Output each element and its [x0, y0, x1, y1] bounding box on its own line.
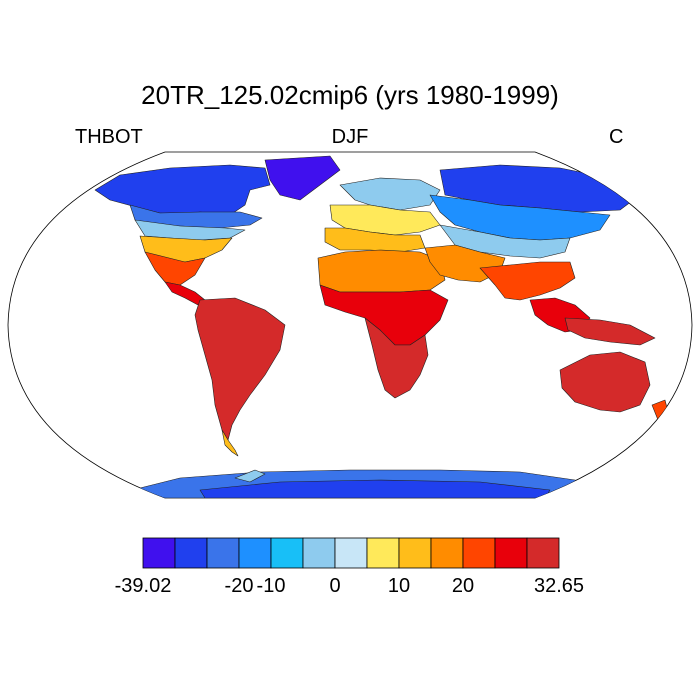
colorbar-swatch — [526, 537, 560, 569]
colorbar-swatch — [238, 537, 272, 569]
colorbar-swatch — [302, 537, 336, 569]
land-south-america — [194, 297, 286, 441]
colorbar-swatch — [142, 537, 176, 569]
land-indonesia — [564, 317, 656, 346]
land-antarctica-coast — [234, 469, 266, 483]
land-north-america-south — [144, 251, 206, 286]
land-antarctica-interior — [199, 479, 551, 498]
land-australia — [559, 351, 651, 413]
variable-label: THBOT — [75, 126, 143, 148]
colorbar-tick-label: 32.65 — [534, 575, 584, 597]
colorbar-swatch — [270, 537, 304, 569]
colorbar-tick-label: -20 — [225, 575, 254, 597]
colorbar-tick-label: -39.02 — [115, 575, 172, 597]
land-south-africa — [364, 317, 429, 399]
colorbar-swatch — [334, 537, 368, 569]
colorbar-tick-label: -10 — [257, 575, 286, 597]
colorbar-swatch — [174, 537, 208, 569]
land-greenland — [264, 155, 341, 201]
colorbar-swatch — [494, 537, 528, 569]
season-label: DJF — [331, 126, 369, 148]
map-title: 20TR_125.02cmip6 (yrs 1980-1999) — [141, 80, 559, 110]
land-europe-north — [339, 177, 441, 211]
units-label: C — [609, 126, 624, 148]
colorbar-tick-label: 20 — [452, 575, 474, 597]
colorbar-swatch — [430, 537, 464, 569]
land-asia-north — [429, 194, 611, 241]
colorbar-boxes — [142, 537, 560, 569]
land-south-asia — [479, 261, 576, 301]
colorbar-swatch — [206, 537, 240, 569]
land-south-america-tip — [221, 429, 239, 457]
colorbar-ticks: -39.02 -20 -10 0 10 20 32.65 — [115, 575, 584, 597]
colorbar-tick-label: 0 — [329, 575, 340, 597]
colorbar-swatch — [398, 537, 432, 569]
colorbar-swatch — [462, 537, 496, 569]
colorbar-swatch — [366, 537, 400, 569]
land-europe — [329, 204, 441, 236]
colorbar-tick-label: 10 — [388, 575, 410, 597]
